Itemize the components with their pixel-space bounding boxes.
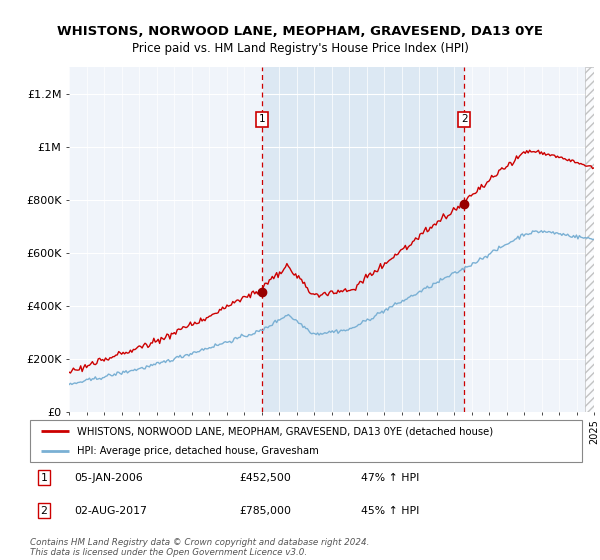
Text: 2: 2: [461, 114, 467, 124]
Text: 45% ↑ HPI: 45% ↑ HPI: [361, 506, 419, 516]
Text: 1: 1: [40, 473, 47, 483]
FancyBboxPatch shape: [30, 420, 582, 462]
Text: 1: 1: [259, 114, 266, 124]
Text: £452,500: £452,500: [240, 473, 292, 483]
Text: £785,000: £785,000: [240, 506, 292, 516]
Text: 47% ↑ HPI: 47% ↑ HPI: [361, 473, 419, 483]
Text: 2: 2: [40, 506, 47, 516]
Text: WHISTONS, NORWOOD LANE, MEOPHAM, GRAVESEND, DA13 0YE (detached house): WHISTONS, NORWOOD LANE, MEOPHAM, GRAVESE…: [77, 426, 493, 436]
Bar: [585, 67, 594, 412]
Text: 02-AUG-2017: 02-AUG-2017: [74, 506, 147, 516]
Text: 05-JAN-2006: 05-JAN-2006: [74, 473, 143, 483]
Bar: [262, 67, 464, 412]
Text: HPI: Average price, detached house, Gravesham: HPI: Average price, detached house, Grav…: [77, 446, 319, 456]
Text: Contains HM Land Registry data © Crown copyright and database right 2024.
This d: Contains HM Land Registry data © Crown c…: [30, 538, 370, 557]
Text: WHISTONS, NORWOOD LANE, MEOPHAM, GRAVESEND, DA13 0YE: WHISTONS, NORWOOD LANE, MEOPHAM, GRAVESE…: [57, 25, 543, 38]
Text: Price paid vs. HM Land Registry's House Price Index (HPI): Price paid vs. HM Land Registry's House …: [131, 42, 469, 55]
